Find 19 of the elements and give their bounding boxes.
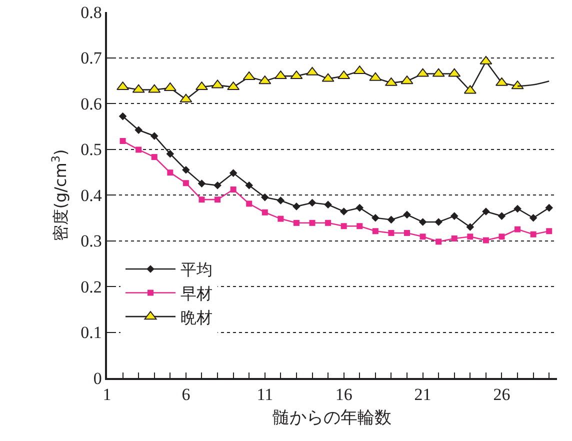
y-tick-label: 0: [93, 368, 102, 388]
legend-label: 早材: [180, 284, 212, 304]
y-tick-label: 0.2: [80, 277, 102, 296]
y-tick-label: 0.5: [80, 140, 102, 160]
x-tick-label: 16: [335, 385, 352, 404]
legend-label: 晩材: [180, 308, 212, 327]
x-tick-label: 1: [102, 385, 112, 404]
legend-label: 平均: [180, 260, 212, 280]
x-tick-label: 21: [414, 385, 432, 404]
y-tick-label: 0.7: [80, 48, 102, 68]
y-tick-label: 0.6: [80, 94, 102, 114]
x-tick-label: 6: [182, 385, 190, 404]
y-tick-label: 0.3: [80, 232, 102, 251]
y-tick-label: 0.4: [80, 186, 102, 205]
y-tick-label: 0.8: [80, 2, 102, 22]
x-tick-label: 11: [256, 385, 274, 404]
x-tick-label: 26: [493, 385, 510, 404]
y-tick-label: 0.1: [80, 323, 102, 342]
x-axis-title: 髄からの年輪数: [272, 408, 392, 428]
